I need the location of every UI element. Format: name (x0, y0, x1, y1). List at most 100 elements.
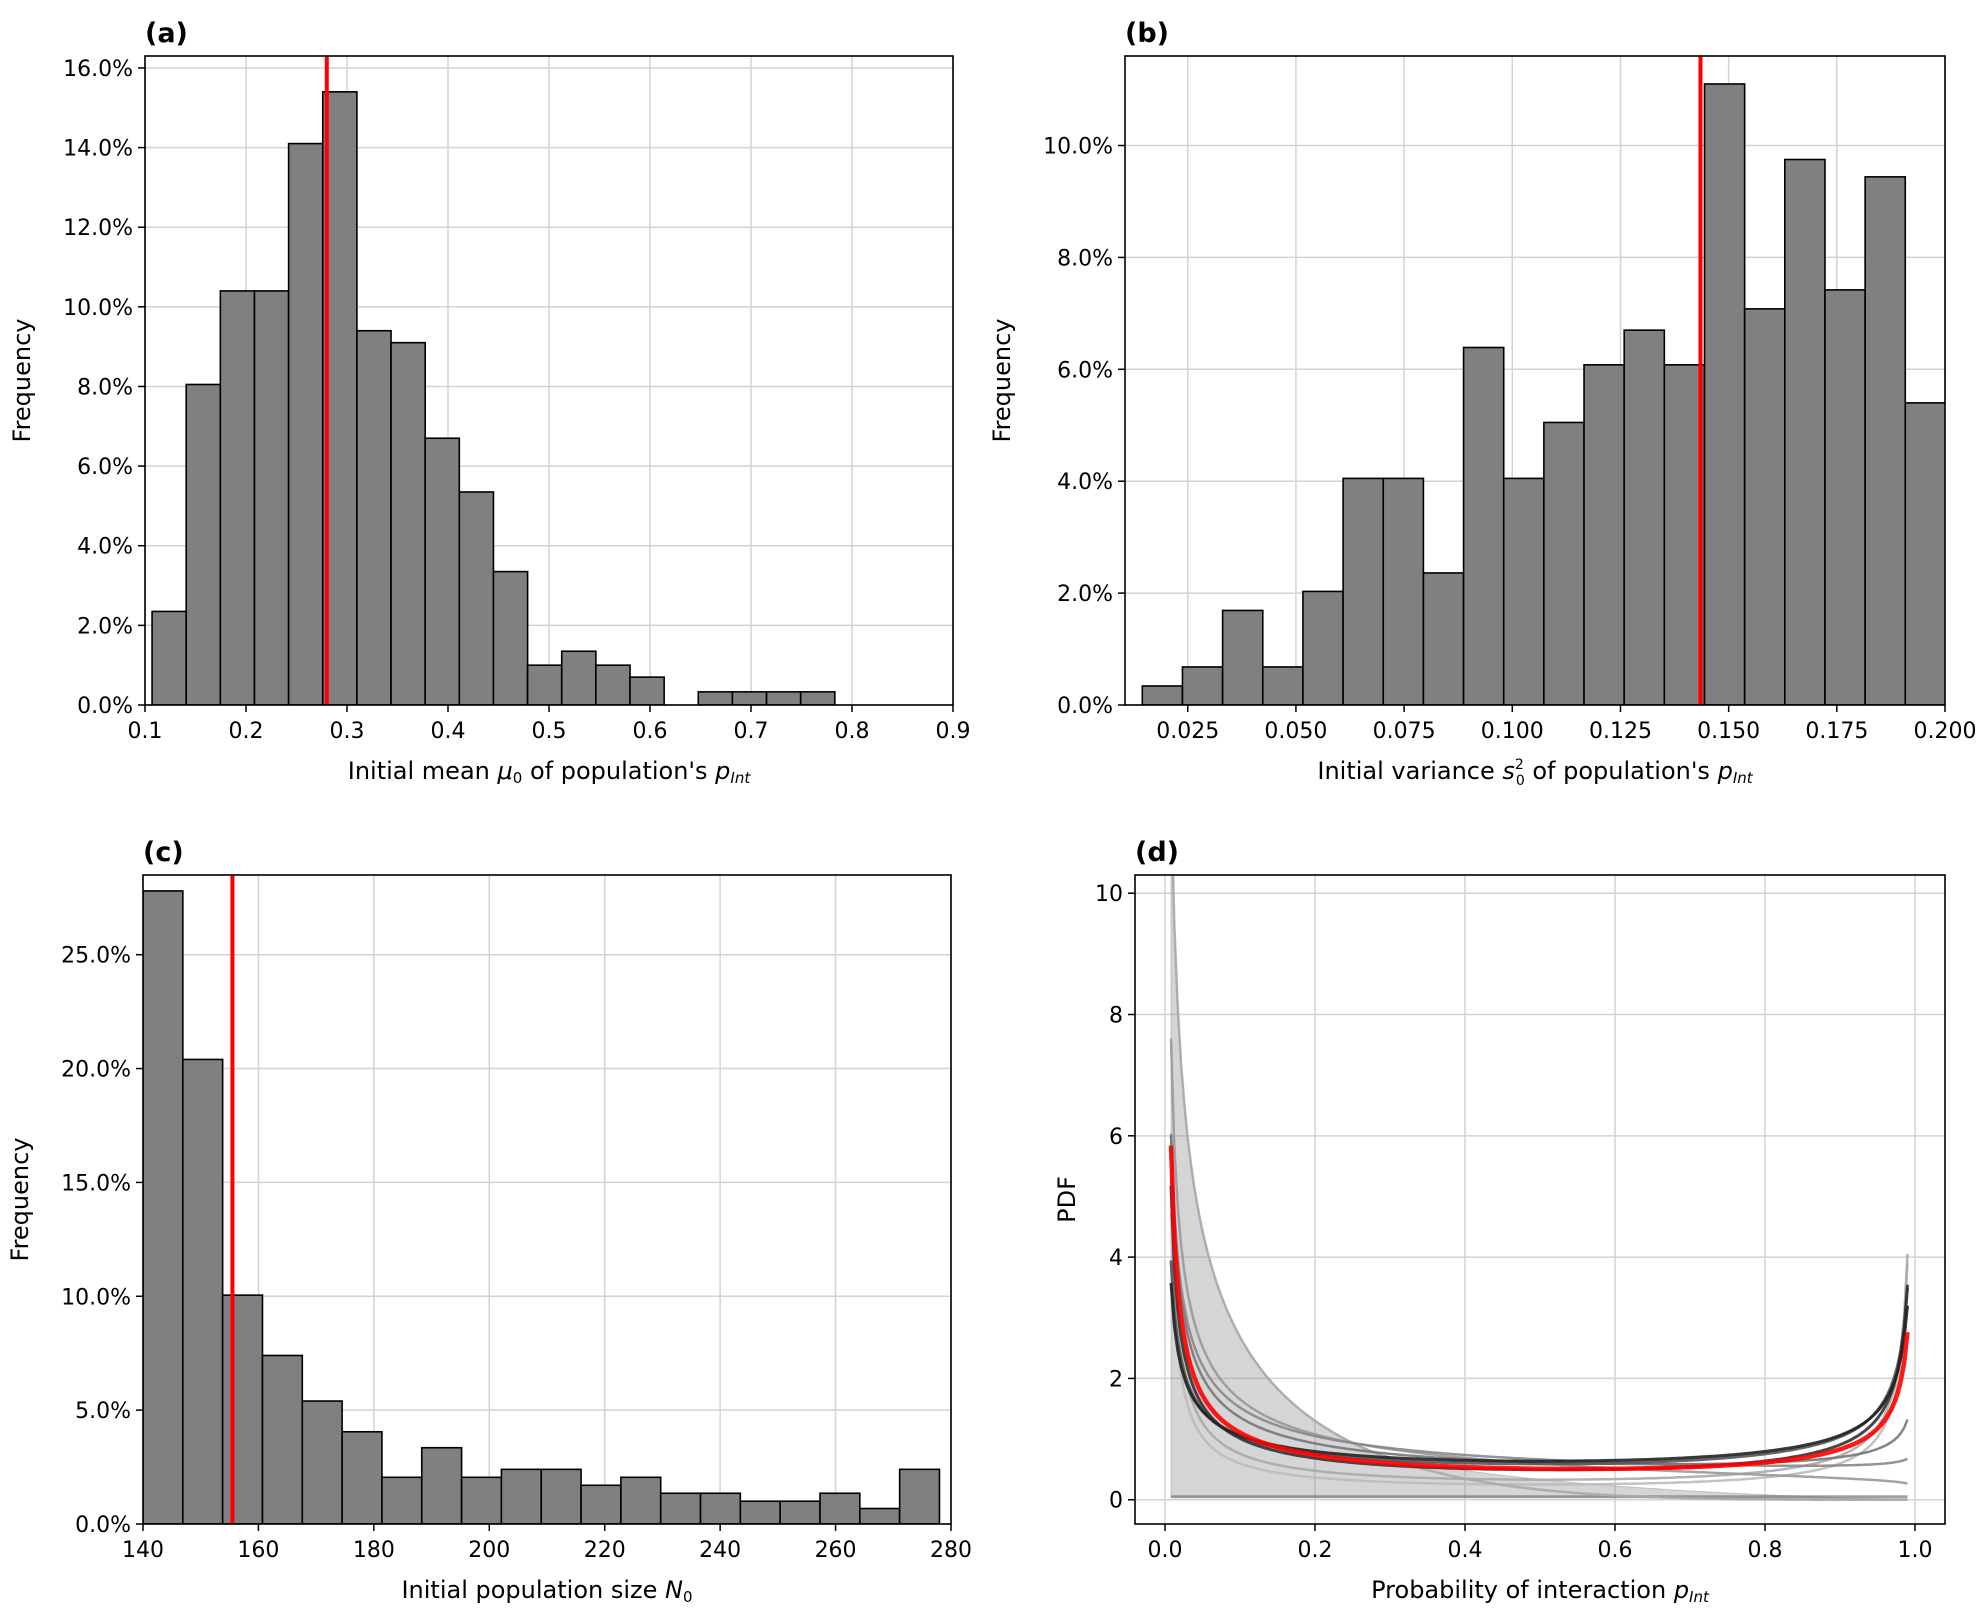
x-tick-label: 0.175 (1805, 719, 1868, 744)
panel-a: 0.1 0.2 0.3 0.4 0.5 0.6 0.7 0.8 0.9 0.0% 2.0% 4.0% 6… (8, 18, 971, 787)
histogram-bar (287, 142, 324, 705)
y-tick-label: 0 (1109, 1489, 1123, 1514)
histogram-bar (356, 329, 392, 705)
histogram-bar (859, 1507, 901, 1524)
y-axis-label: Frequency (988, 319, 1016, 443)
x-tick-label: 260 (815, 1538, 857, 1563)
histogram-bar (253, 290, 290, 705)
plot-area (1141, 56, 1945, 705)
y-tick-label: 8.0% (1057, 246, 1113, 271)
y-tick-label: 14.0% (63, 137, 133, 162)
pdf-curve (1169, 1282, 1909, 1463)
pdf-curve (1171, 875, 1908, 1501)
histogram-bar (629, 676, 665, 705)
x-tick-label: 0.6 (1598, 1538, 1633, 1563)
y-tick-label: 2.0% (77, 614, 133, 639)
histogram-bar (151, 610, 188, 705)
histogram-bar (460, 1476, 503, 1524)
x-axis-label: Initial population size N0 (401, 1576, 692, 1606)
y-tick-label: 6.0% (1057, 358, 1113, 383)
x-tick-label: 0.3 (330, 719, 365, 744)
histogram-bar (219, 290, 256, 705)
x-tick-label: 220 (584, 1538, 626, 1563)
histogram-bar (731, 691, 768, 705)
axes-frame (1124, 55, 1946, 706)
histogram-bar (739, 1500, 781, 1524)
y-tick-label: 2.0% (1057, 582, 1113, 607)
histogram-bar (1502, 477, 1545, 705)
histogram-bar (779, 1500, 821, 1524)
y-tick-label: 10.0% (63, 296, 133, 321)
histogram-bar (898, 1468, 941, 1524)
histogram-bar (500, 1468, 543, 1524)
plot-area (143, 875, 941, 1524)
histogram-bar (1342, 477, 1385, 705)
y-tick-label: 4 (1109, 1246, 1123, 1271)
histogram-bar (221, 1294, 264, 1524)
y-tick-label: 12.0% (63, 216, 133, 241)
x-tick-label: 0.8 (1748, 1538, 1783, 1563)
histogram-bar (458, 491, 495, 705)
x-tick-label: 0.4 (1448, 1538, 1483, 1563)
histogram-bar (1583, 364, 1625, 705)
histogram-bar (1221, 609, 1264, 705)
histogram-bar (1261, 666, 1304, 705)
y-tick-label: 4.0% (77, 535, 133, 560)
histogram-bar (580, 1484, 622, 1524)
y-tick-label: 6.0% (77, 455, 133, 480)
y-tick-label: 10.0% (61, 1285, 131, 1310)
x-tick-label: 1.0 (1898, 1538, 1933, 1563)
plot-area (1168, 875, 1910, 1501)
histogram-bar (1703, 83, 1746, 705)
histogram-bar (424, 437, 461, 705)
histogram-bar (261, 1354, 304, 1524)
histogram-bar (1623, 329, 1666, 705)
histogram-bar (390, 341, 426, 705)
x-tick-label: 0.2 (229, 719, 264, 744)
histogram-bar (1181, 666, 1224, 705)
histogram-bar (540, 1468, 582, 1524)
histogram-bar (560, 650, 597, 705)
histogram-bar (1904, 402, 1945, 705)
y-tick-label: 6 (1109, 1125, 1123, 1150)
histogram-bar (620, 1476, 662, 1524)
histogram-bar (1543, 421, 1585, 705)
x-tick-label: 0.025 (1156, 719, 1219, 744)
panel-title: (c) (143, 837, 184, 868)
y-tick-label: 15.0% (61, 1171, 131, 1196)
histogram-bar (1422, 572, 1465, 705)
y-tick-label: 4.0% (1057, 470, 1113, 495)
histogram-bar (659, 1492, 702, 1524)
axes-frame (142, 874, 952, 1525)
x-tick-label: 160 (237, 1538, 279, 1563)
panel-c: 140 160 180 200 220 240 260 280 0.0% 5.0% 10.0% 15.… (6, 837, 972, 1606)
x-axis-label: Probability of interaction pInt (1371, 1576, 1710, 1606)
x-tick-label: 0.0 (1148, 1538, 1183, 1563)
histogram-bar (492, 570, 529, 705)
pdf-curve (1169, 1133, 1908, 1468)
y-tick-label: 0.0% (75, 1513, 131, 1538)
x-tick-label: 0.100 (1481, 719, 1544, 744)
y-tick-label: 16.0% (63, 57, 133, 82)
y-axis-label: PDF (1053, 1176, 1081, 1223)
plot-area (151, 56, 836, 705)
x-tick-label: 180 (353, 1538, 395, 1563)
histogram-bar (765, 691, 802, 705)
x-axis-label: Initial mean μ0 of population's pInt (348, 757, 752, 787)
x-tick-label: 0.050 (1264, 719, 1327, 744)
panel-b: 0.025 0.050 0.075 0.100 0.125 0.150 0.175 0.200… (988, 18, 1976, 789)
histogram-bar (526, 664, 563, 705)
x-tick-label: 0.075 (1373, 719, 1436, 744)
histogram-bar (1462, 346, 1505, 705)
histogram-bar (799, 691, 836, 705)
x-tick-label: 0.200 (1914, 719, 1977, 744)
y-tick-label: 5.0% (75, 1399, 131, 1424)
histogram-bar (1141, 685, 1184, 705)
panel-title: (a) (145, 18, 188, 49)
panel-title: (b) (1125, 18, 1169, 49)
x-tick-label: 0.125 (1589, 719, 1652, 744)
histogram-bar (1784, 158, 1826, 705)
histogram-bar (1824, 289, 1866, 705)
y-tick-label: 8.0% (77, 375, 133, 400)
x-tick-label: 280 (930, 1538, 972, 1563)
